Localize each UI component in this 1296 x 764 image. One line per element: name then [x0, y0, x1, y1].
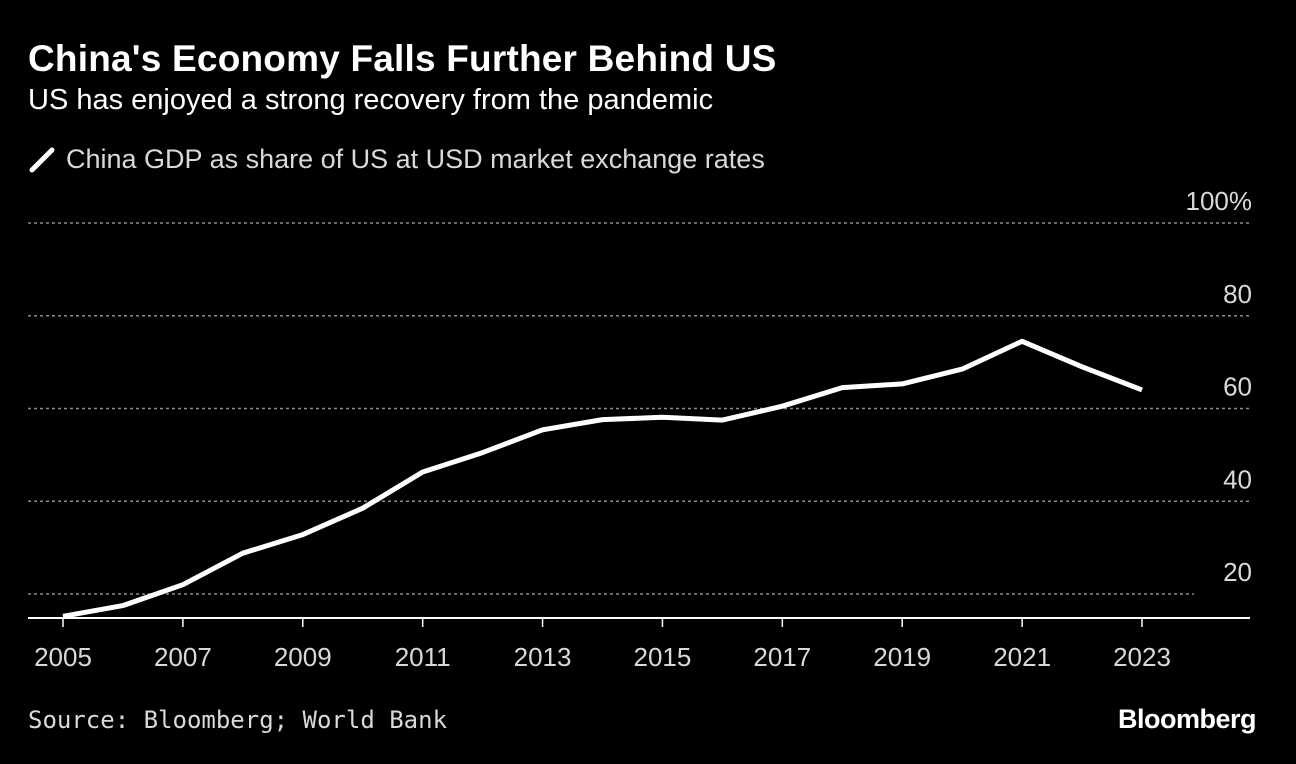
y-tick-label-40: 40: [1223, 464, 1252, 494]
bloomberg-logo: Bloomberg: [1117, 704, 1257, 734]
series-line-0: [62, 338, 1143, 619]
y-tick-label-100: 100%: [1186, 186, 1253, 216]
x-tick-label-2013: 2013: [514, 642, 572, 672]
y-tick-label-80: 80: [1223, 279, 1252, 309]
y-tick-label-60: 60: [1223, 372, 1252, 402]
y-tick-label-20: 20: [1223, 557, 1252, 587]
x-axis-ticks: 2005 2007 2009 2011 2013 2015 2017 2019 2021 2023: [34, 618, 1171, 672]
legend-line-swatch: [29, 147, 55, 173]
gridlines: [28, 222, 1250, 595]
x-tick-label-2017: 2017: [753, 642, 811, 672]
chart-subtitle: US has enjoyed a strong recovery from th…: [28, 84, 714, 116]
y-axis-tick-labels: 20 40 60 80 100%: [1186, 186, 1253, 587]
source-note: Source: Bloomberg; World Bank: [28, 706, 448, 734]
x-tick-label-2007: 2007: [154, 642, 212, 672]
legend: China GDP as share of US at USD market e…: [28, 142, 765, 176]
x-tick-label-2011: 2011: [395, 642, 451, 672]
x-tick-label-2021: 2021: [993, 642, 1051, 672]
x-tick-label-2015: 2015: [634, 642, 692, 672]
legend-label: China GDP as share of US at USD market e…: [66, 143, 765, 174]
x-tick-label-2005: 2005: [34, 642, 92, 672]
x-tick-label-2009: 2009: [274, 642, 332, 672]
x-tick-label-2023: 2023: [1113, 642, 1171, 672]
series-layer: [62, 338, 1143, 619]
chart-title: China's Economy Falls Further Behind US: [28, 38, 777, 79]
x-tick-label-2019: 2019: [873, 642, 931, 672]
